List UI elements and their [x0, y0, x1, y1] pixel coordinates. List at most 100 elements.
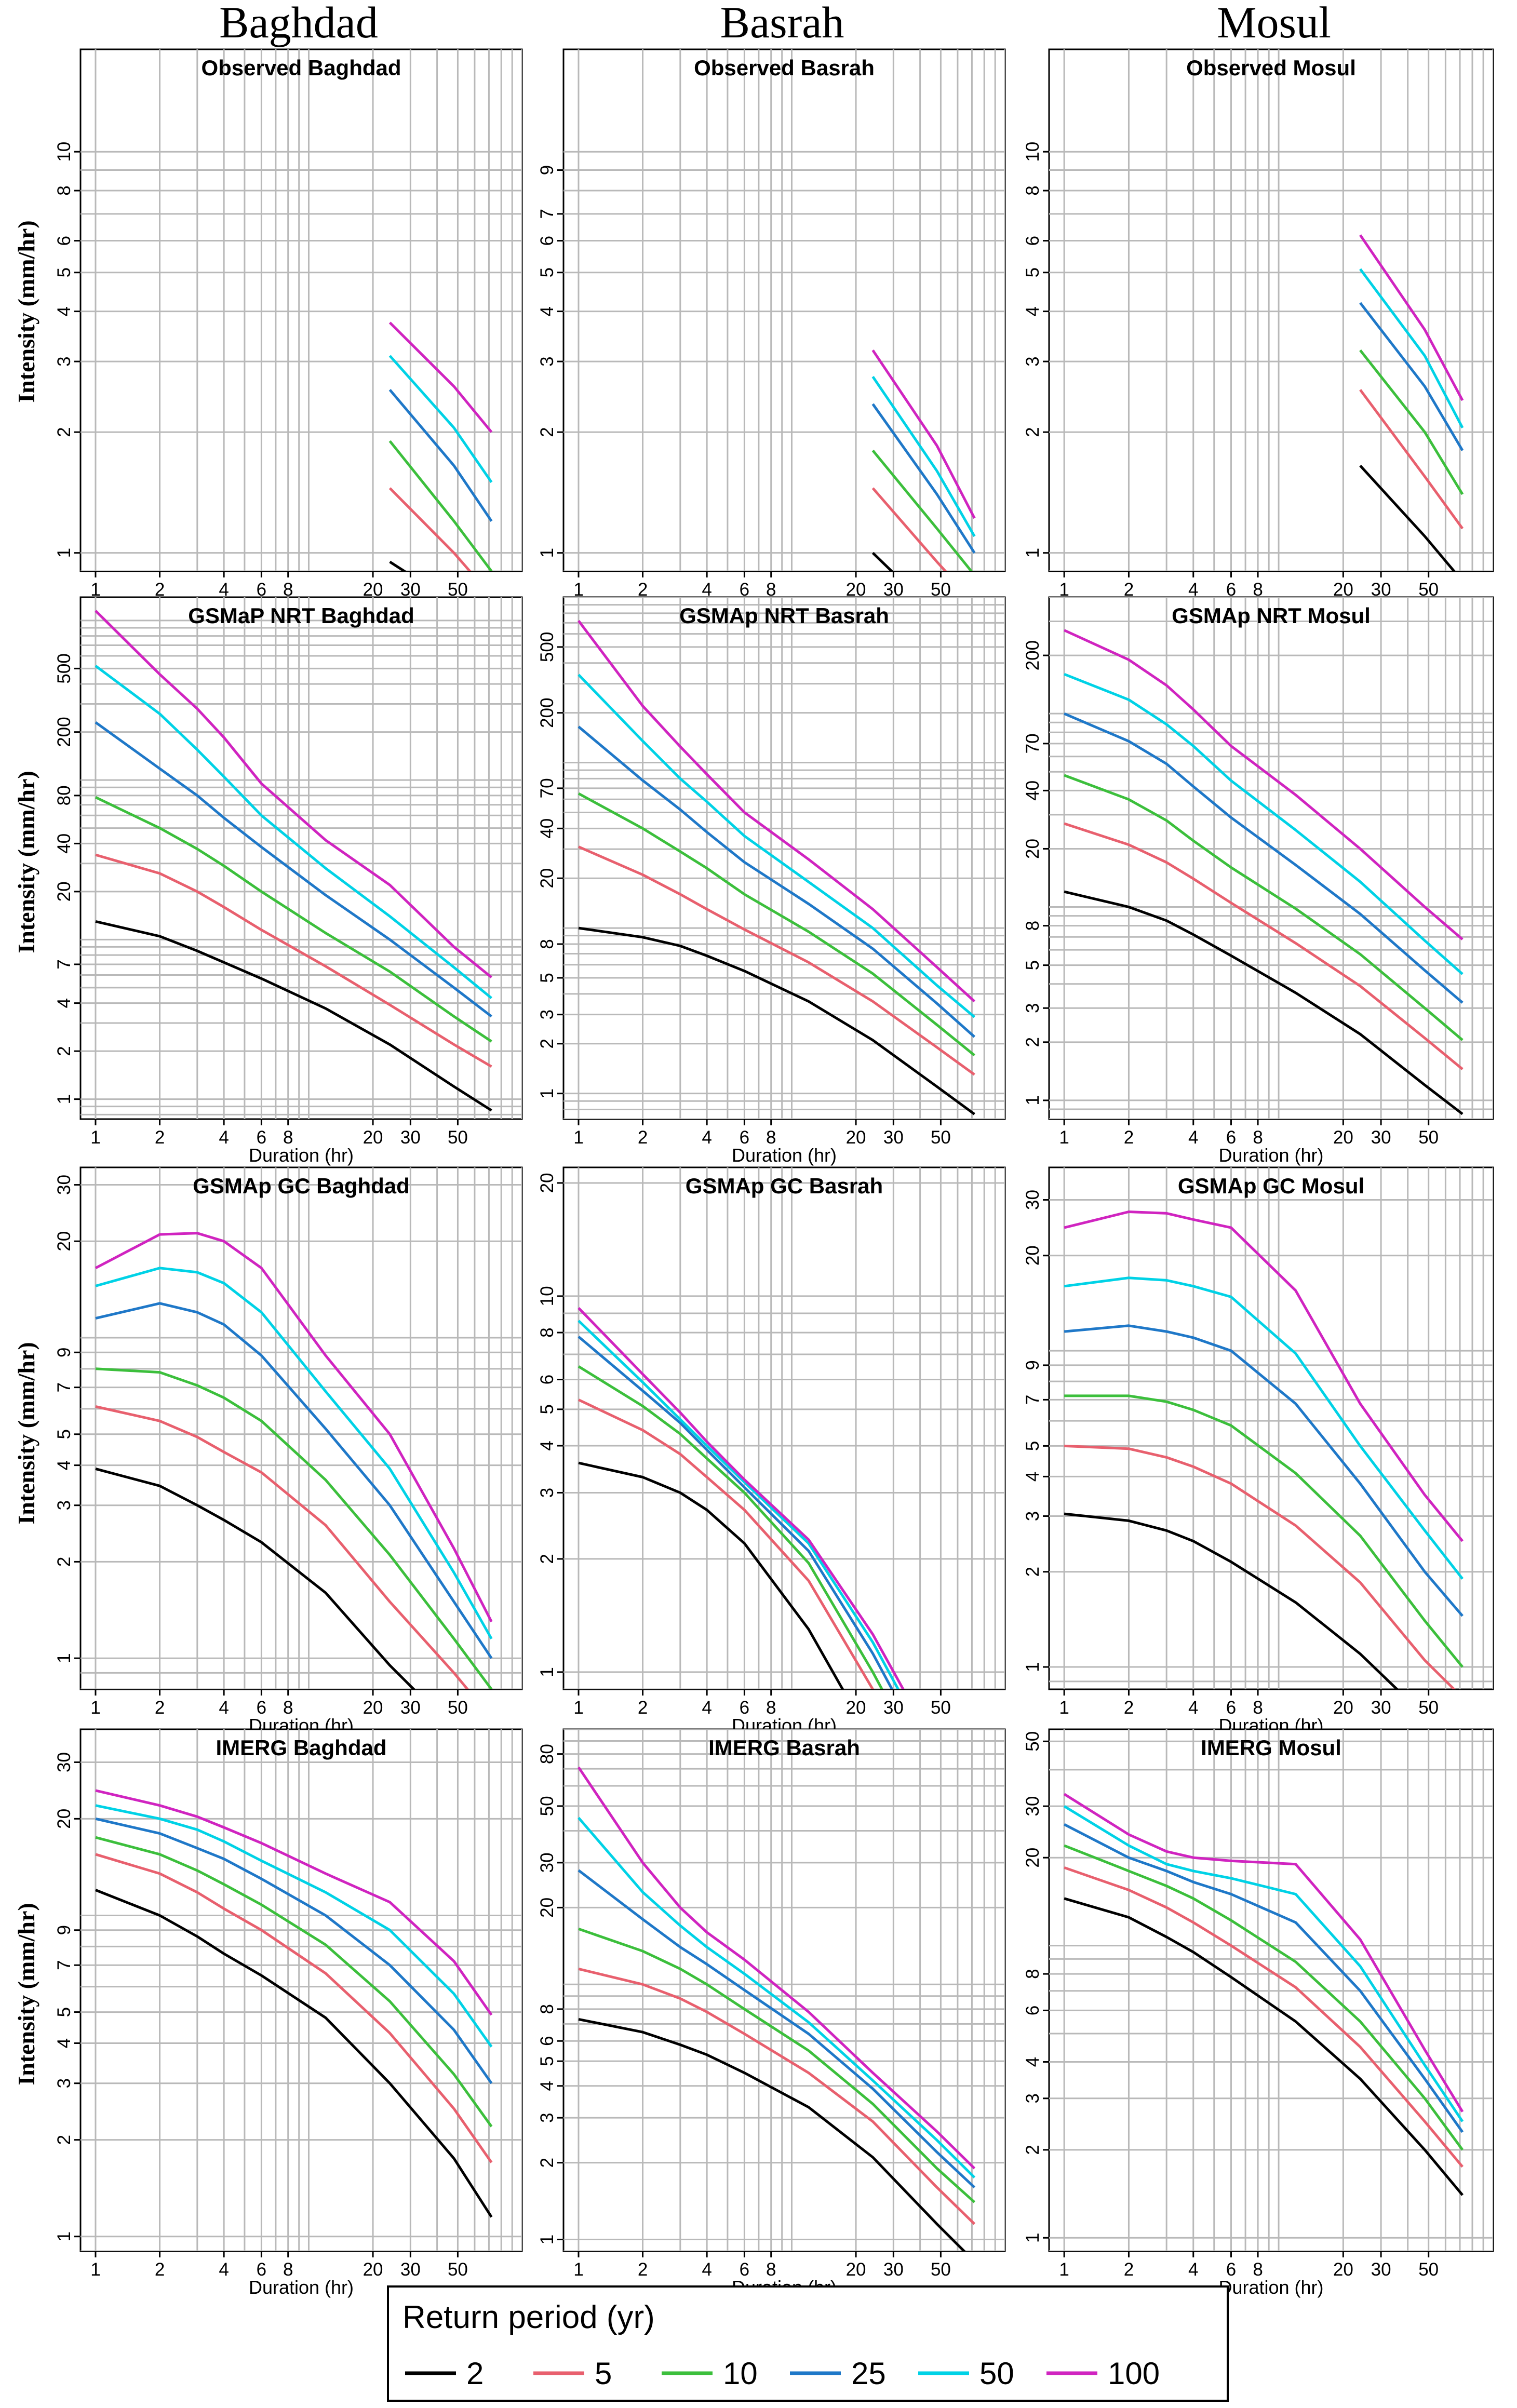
series-group: [388, 321, 493, 571]
plot-frame: [562, 48, 1006, 572]
gridlines: [1049, 1167, 1493, 1689]
series-line-100yr: [1064, 1210, 1464, 1542]
y-tick-label: 7: [537, 209, 557, 219]
y-tick-label: 3: [537, 356, 557, 366]
series-line-2yr: [1064, 890, 1464, 1115]
y-tick-label: 10: [1023, 142, 1043, 162]
x-tick-label: 1: [1059, 580, 1069, 600]
plot-frame: [562, 1166, 1006, 1690]
x-tick-label: 1: [90, 1127, 100, 1148]
y-tick-label: 4: [54, 998, 74, 1008]
series-line-2yr: [1064, 1512, 1399, 1689]
y-tick-label: 4: [1023, 2057, 1043, 2067]
y-tick-label: 5: [54, 267, 74, 277]
y-tick-label: 5: [54, 2007, 74, 2017]
y-tick-label: 5: [1023, 267, 1043, 277]
x-tick-label: 4: [219, 2259, 229, 2280]
x-tick-label: 1: [573, 580, 583, 600]
y-tick-label: 7: [54, 959, 74, 969]
y-tick-label: 9: [537, 165, 557, 175]
x-axis-label: Duration (hr): [249, 1145, 354, 1166]
legend-item-50yr: 50: [918, 2356, 1014, 2391]
y-tick-label: 2: [54, 1557, 74, 1567]
plot-frame: [79, 1166, 523, 1690]
gridlines: [1049, 49, 1493, 571]
y-tick-label: 5: [537, 1404, 557, 1414]
y-tick-label: 20: [537, 868, 557, 889]
panel-title: GSMaP NRT Baghdad: [188, 603, 414, 628]
series-line-2yr: [578, 926, 975, 1115]
y-tick-label: 10: [54, 142, 74, 162]
series-line-50yr: [871, 375, 976, 537]
legend-label: 5: [595, 2356, 612, 2391]
y-tick-label: 8: [54, 185, 74, 195]
x-tick-label: 6: [257, 1698, 266, 1718]
x-tick-label: 4: [1188, 2259, 1198, 2280]
series-line-25yr: [871, 403, 976, 554]
x-tick-label: 1: [90, 2259, 100, 2280]
series-line-5yr: [578, 1398, 875, 1689]
series-line-5yr: [388, 487, 472, 571]
x-tick-label: 1: [1059, 2259, 1069, 2280]
y-tick-label: 1: [54, 2231, 74, 2241]
series-line-25yr: [1064, 1324, 1464, 1617]
series-line-50yr: [388, 355, 493, 483]
y-tick-label: 30: [1023, 1190, 1043, 1210]
y-tick-label: 40: [54, 833, 74, 854]
series-line-25yr: [1063, 1823, 1464, 2133]
y-axis-label-row-4: Intensity (mm/hr): [13, 1903, 39, 2085]
legend-label: 10: [723, 2356, 758, 2391]
series-line-25yr: [95, 1817, 493, 2084]
plot-frame: [562, 596, 1006, 1120]
y-tick-label: 4: [537, 2081, 557, 2091]
y-tick-label: 20: [54, 1231, 74, 1252]
y-tick-label: 3: [1023, 2093, 1043, 2103]
series-line-25yr: [1064, 712, 1464, 1004]
y-tick-label: 9: [54, 1925, 74, 1935]
x-tick-label: 50: [1418, 1127, 1439, 1148]
x-tick-label: 4: [1188, 1698, 1198, 1718]
series-line-100yr: [1359, 234, 1464, 401]
x-tick-label: 30: [883, 1698, 904, 1718]
x-tick-label: 1: [573, 1127, 583, 1148]
y-tick-label: 7: [1023, 1395, 1043, 1405]
series-line-10yr: [578, 1365, 884, 1689]
gridlines: [563, 1167, 1005, 1689]
series-line-10yr: [578, 792, 975, 1057]
y-tick-label: 5: [1023, 960, 1043, 970]
series-line-50yr: [1063, 1805, 1464, 2122]
plot-frame: [562, 1728, 1006, 2252]
x-tick-label: 8: [766, 1698, 776, 1718]
series-group: [1063, 1793, 1464, 2196]
x-tick-label: 1: [1059, 1127, 1069, 1148]
x-tick-label: 2: [1124, 580, 1134, 600]
series-line-5yr: [578, 1967, 976, 2225]
y-tick-label: 20: [54, 881, 74, 902]
x-tick-label: 8: [1253, 580, 1263, 600]
x-tick-label: 50: [931, 1698, 951, 1718]
x-tick-label: 4: [219, 580, 229, 600]
x-tick-label: 50: [1418, 2259, 1439, 2280]
panel-title: IMERG Baghdad: [216, 1736, 386, 1760]
y-tick-label: 1: [537, 2235, 557, 2244]
series-line-25yr: [578, 1336, 894, 1689]
series-line-2yr: [95, 1467, 416, 1689]
gridlines: [80, 1167, 522, 1689]
gridlines: [563, 1729, 1005, 2251]
x-tick-label: 2: [155, 2259, 165, 2280]
series-line-5yr: [578, 845, 975, 1076]
series-line-50yr: [578, 1817, 976, 2178]
y-tick-label: 6: [537, 2036, 557, 2046]
x-tick-label: 6: [740, 2259, 749, 2280]
series-line-2yr: [1064, 1897, 1464, 2196]
y-tick-label: 50: [1023, 1731, 1043, 1752]
series-line-100yr: [95, 1789, 493, 2016]
y-tick-label: 8: [537, 1327, 557, 1337]
y-axis-label-row-2: Intensity (mm/hr): [13, 771, 39, 953]
y-tick-label: 2: [54, 1046, 74, 1056]
y-tick-label: 20: [537, 1173, 557, 1193]
